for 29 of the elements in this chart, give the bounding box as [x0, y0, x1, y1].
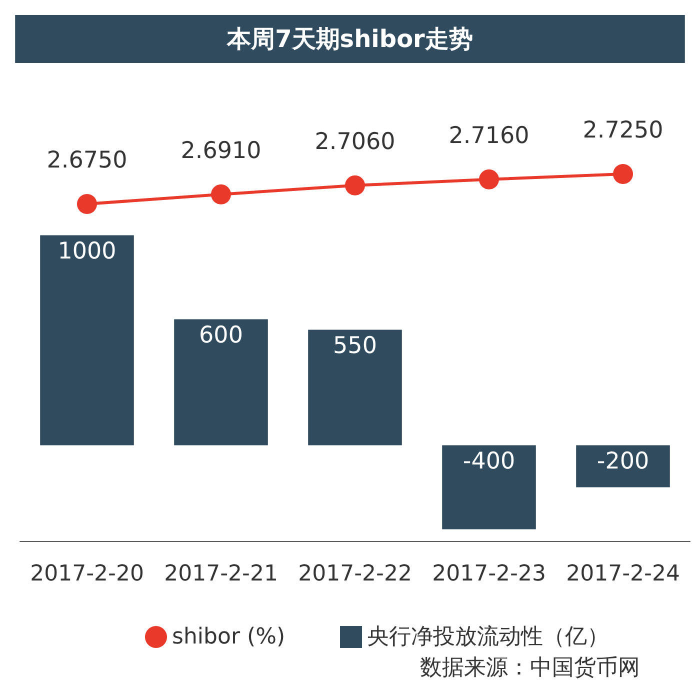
x-tick-label: 2017-2-21: [164, 562, 278, 586]
chart-title: 本周7天期shibor走势: [226, 25, 473, 53]
bar: [40, 235, 134, 446]
point: [77, 194, 97, 214]
x-tick-label: 2017-2-23: [432, 562, 546, 586]
x-tick-label: 2017-2-24: [566, 562, 680, 586]
bar: [174, 319, 268, 446]
point: [345, 175, 365, 196]
data-label: 1000: [58, 238, 116, 265]
legend-label: 央行净投放流动性（亿）: [367, 624, 609, 650]
data-label: -200: [596, 448, 650, 475]
x-tick-label: 2017-2-22: [298, 562, 412, 586]
data-label: 2.7160: [448, 122, 530, 149]
point: [479, 169, 499, 190]
data-label: 2.6750: [46, 148, 128, 174]
data-label: 600: [199, 322, 243, 349]
data-label: 2.6910: [180, 138, 262, 164]
bar: [576, 445, 670, 488]
legend-label: shibor (%): [172, 624, 286, 650]
data-label: -400: [462, 448, 516, 475]
source-note: 数据来源：中国货币网: [420, 656, 640, 680]
bar: [308, 330, 402, 446]
data-label: 550: [333, 333, 377, 360]
data-label: 2.7250: [582, 118, 664, 144]
point: [613, 164, 633, 184]
point: [211, 184, 231, 204]
data-label: 2.7060: [314, 128, 396, 155]
x-tick-label: 2017-2-20: [30, 562, 144, 586]
bar: [442, 445, 536, 530]
